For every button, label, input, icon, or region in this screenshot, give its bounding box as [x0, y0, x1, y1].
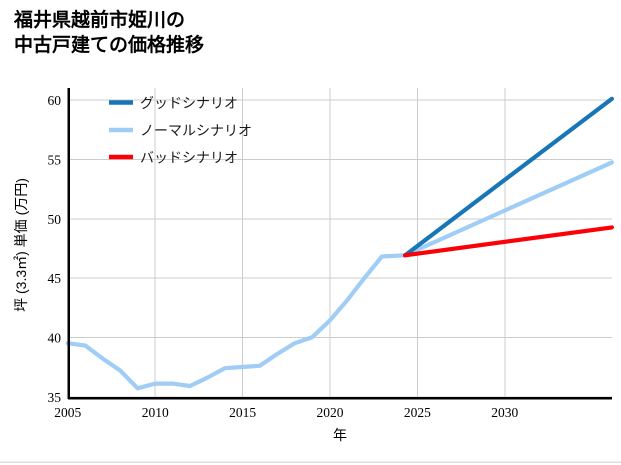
y-tick-label: 35 — [48, 390, 62, 405]
y-tick-label: 60 — [48, 93, 62, 108]
x-tick-label: 2020 — [317, 405, 344, 420]
y-tick-label: 45 — [48, 271, 62, 286]
x-tick-label: 2010 — [142, 405, 169, 420]
chart-legend: グッドシナリオ ノーマルシナリオ バッドシナリオ — [109, 96, 252, 167]
title-line-2: 中古戸建ての価格推移 — [14, 35, 205, 57]
x-tick-label: 2015 — [229, 405, 256, 420]
y-gridlines — [68, 99, 612, 398]
title-line-1: 福井県越前市姫川の — [14, 10, 186, 31]
x-tick-label: 2030 — [491, 405, 518, 420]
x-axis-title: 年 — [333, 427, 347, 443]
y-tick-label: 40 — [48, 331, 62, 346]
series-line-bad-forecast — [403, 225, 614, 258]
series-line-good-forecast — [403, 96, 614, 258]
y-axis-title: 坪 (3.3㎡) 単価 (万円) — [13, 178, 29, 312]
legend-label-good: グッドシナリオ — [140, 96, 238, 112]
page-title: 福井県越前市姫川の 中古戸建ての価格推移 — [14, 8, 574, 59]
legend-label-bad: バッドシナリオ — [140, 152, 238, 167]
legend-label-normal: ノーマルシナリオ — [140, 125, 252, 140]
x-axis-ticks: 2005 2010 2015 2020 2025 2030 — [54, 405, 518, 420]
series-line-normal-historical — [65, 253, 408, 391]
series-line-normal-forecast — [403, 160, 614, 258]
y-tick-label: 55 — [48, 152, 62, 167]
x-tick-label: 2025 — [404, 405, 431, 420]
axis-spines — [67, 88, 612, 400]
y-tick-label: 50 — [48, 212, 62, 227]
x-tick-label: 2005 — [54, 405, 81, 420]
y-axis-ticks: 60 55 50 45 40 35 — [48, 93, 62, 405]
